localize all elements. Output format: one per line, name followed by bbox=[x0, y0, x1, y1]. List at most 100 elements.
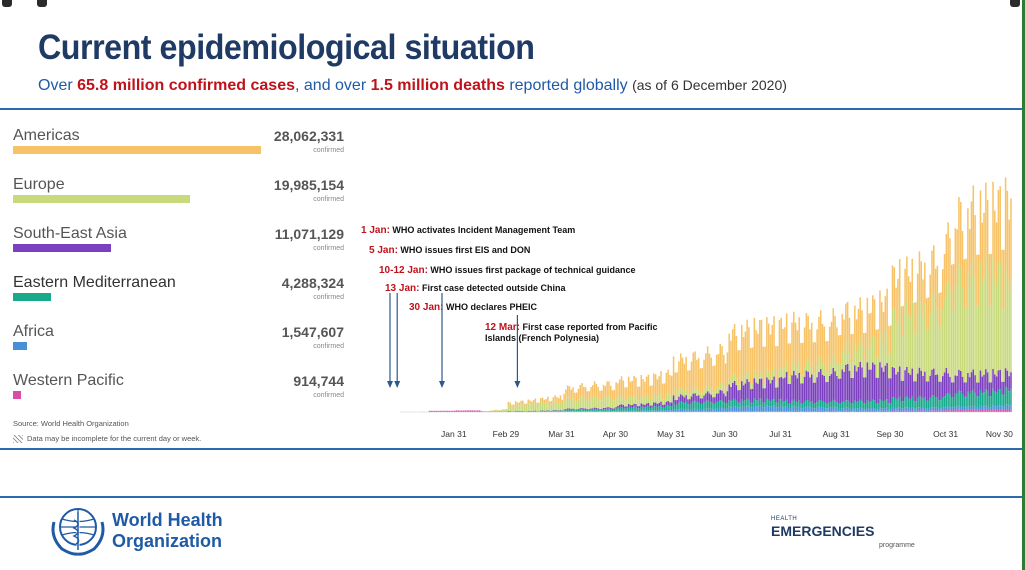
bar-segment-eastern-mediterranean bbox=[672, 402, 675, 409]
bar-segment-western-pacific bbox=[924, 410, 926, 412]
bar-segment-africa bbox=[866, 408, 869, 411]
bar-segment-western-pacific bbox=[452, 410, 454, 412]
bar-segment-europe bbox=[1004, 265, 1007, 369]
bar-segment-eastern-mediterranean bbox=[744, 400, 747, 407]
bar-segment-americas bbox=[514, 401, 517, 405]
bar-segment-europe bbox=[816, 366, 818, 378]
bar-segment-europe bbox=[974, 277, 976, 376]
bar-segment-eastern-mediterranean bbox=[1008, 391, 1010, 406]
bar-segment-europe bbox=[812, 374, 815, 383]
bar-segment-eastern-mediterranean bbox=[875, 403, 878, 410]
bar-segment-americas bbox=[697, 357, 700, 389]
bar-segment-western-pacific bbox=[1004, 408, 1007, 412]
bar-segment-western-pacific bbox=[500, 411, 503, 412]
bar-segment-eastern-mediterranean bbox=[633, 406, 635, 411]
bar-segment-south-east-asia bbox=[724, 396, 727, 404]
bar-segment-western-pacific bbox=[430, 410, 433, 412]
bar-segment-americas bbox=[611, 390, 614, 401]
bar-segment-americas bbox=[694, 351, 696, 387]
bar-segment-europe bbox=[882, 345, 885, 372]
bar-segment-eastern-mediterranean bbox=[852, 403, 854, 410]
bar-segment-western-pacific bbox=[841, 410, 844, 412]
bar-segment-eastern-mediterranean bbox=[818, 400, 820, 407]
bar-segment-western-pacific bbox=[471, 410, 474, 412]
bar-segment-europe bbox=[791, 365, 793, 376]
bar-segment-europe bbox=[952, 310, 955, 383]
bar-segment-south-east-asia bbox=[837, 378, 840, 404]
bar-segment-south-east-asia bbox=[959, 370, 962, 392]
bar-segment-europe bbox=[748, 374, 750, 382]
bar-segment-africa bbox=[760, 405, 763, 412]
bar-segment-americas bbox=[495, 409, 497, 411]
bar-segment-europe bbox=[629, 397, 632, 406]
bar-segment-americas bbox=[732, 329, 734, 376]
bar-segment-africa bbox=[918, 407, 921, 411]
bar-segment-americas bbox=[925, 298, 928, 330]
cases-total: 65.8 million confirmed cases bbox=[77, 77, 295, 94]
bar-segment-europe bbox=[861, 346, 863, 368]
bar-segment-europe bbox=[520, 404, 522, 411]
bar-segment-europe bbox=[744, 376, 747, 384]
bar-segment-africa bbox=[821, 407, 824, 411]
bar-segment-south-east-asia bbox=[810, 374, 813, 402]
bar-segment-eastern-mediterranean bbox=[715, 401, 718, 409]
bar-segment-eastern-mediterranean bbox=[995, 392, 998, 407]
bar-segment-africa bbox=[886, 407, 888, 411]
bar-segment-south-east-asia bbox=[601, 408, 603, 410]
bar-segment-europe bbox=[493, 410, 495, 412]
bar-segment-eastern-mediterranean bbox=[534, 410, 537, 412]
bar-segment-americas bbox=[581, 383, 583, 397]
bar-segment-africa bbox=[678, 409, 680, 412]
bar-segment-eastern-mediterranean bbox=[741, 399, 743, 407]
bar-segment-europe bbox=[599, 400, 601, 409]
bar-segment-americas bbox=[636, 386, 639, 401]
bar-segment-africa bbox=[965, 407, 967, 411]
bar-segment-africa bbox=[802, 408, 804, 412]
bar-segment-africa bbox=[884, 408, 887, 411]
window-control[interactable] bbox=[2, 0, 12, 7]
bar-segment-africa bbox=[726, 408, 729, 412]
bar-segment-south-east-asia bbox=[985, 369, 987, 390]
bar-segment-africa bbox=[766, 405, 768, 412]
bar-segment-europe bbox=[723, 387, 725, 394]
window-control[interactable] bbox=[37, 0, 47, 7]
bar-segment-western-pacific bbox=[787, 411, 790, 412]
bar-segment-south-east-asia bbox=[636, 406, 639, 409]
bar-segment-europe bbox=[502, 409, 504, 412]
bar-segment-western-pacific bbox=[956, 410, 958, 412]
bar-segment-africa bbox=[897, 407, 899, 411]
bar-segment-europe bbox=[717, 387, 720, 394]
bar-segment-eastern-mediterranean bbox=[977, 396, 980, 408]
bar-segment-europe bbox=[800, 375, 802, 384]
bar-segment-south-east-asia bbox=[961, 376, 964, 395]
window-control[interactable] bbox=[1010, 0, 1020, 7]
bar-segment-south-east-asia bbox=[613, 408, 616, 410]
bar-segment-americas bbox=[782, 328, 784, 369]
bar-segment-americas bbox=[848, 317, 851, 353]
bar-segment-europe bbox=[843, 353, 845, 372]
bar-segment-africa bbox=[988, 407, 991, 411]
bar-segment-americas bbox=[810, 322, 813, 364]
bar-segment-americas bbox=[574, 392, 576, 402]
bar-segment-eastern-mediterranean bbox=[854, 400, 856, 409]
bar-segment-africa bbox=[854, 408, 856, 411]
programme-label: programme bbox=[879, 542, 915, 549]
bar-segment-eastern-mediterranean bbox=[688, 404, 691, 410]
bar-segment-south-east-asia bbox=[649, 405, 651, 408]
bar-segment-americas bbox=[579, 384, 581, 398]
bar-segment-south-east-asia bbox=[708, 393, 711, 402]
bar-segment-americas bbox=[712, 365, 714, 393]
bar-segment-south-east-asia bbox=[647, 402, 650, 407]
bar-segment-western-pacific bbox=[769, 411, 772, 412]
bar-segment-europe bbox=[924, 303, 926, 372]
bar-segment-africa bbox=[606, 410, 608, 412]
bar-segment-europe bbox=[617, 398, 619, 406]
bar-segment-americas bbox=[1003, 249, 1005, 311]
bar-segment-europe bbox=[836, 363, 838, 377]
bar-segment-eastern-mediterranean bbox=[586, 409, 589, 412]
bar-segment-eastern-mediterranean bbox=[629, 407, 632, 411]
bar-segment-western-pacific bbox=[818, 410, 820, 412]
bar-segment-western-pacific bbox=[872, 410, 874, 412]
bar-segment-south-east-asia bbox=[749, 389, 752, 403]
bar-segment-americas bbox=[590, 386, 592, 399]
